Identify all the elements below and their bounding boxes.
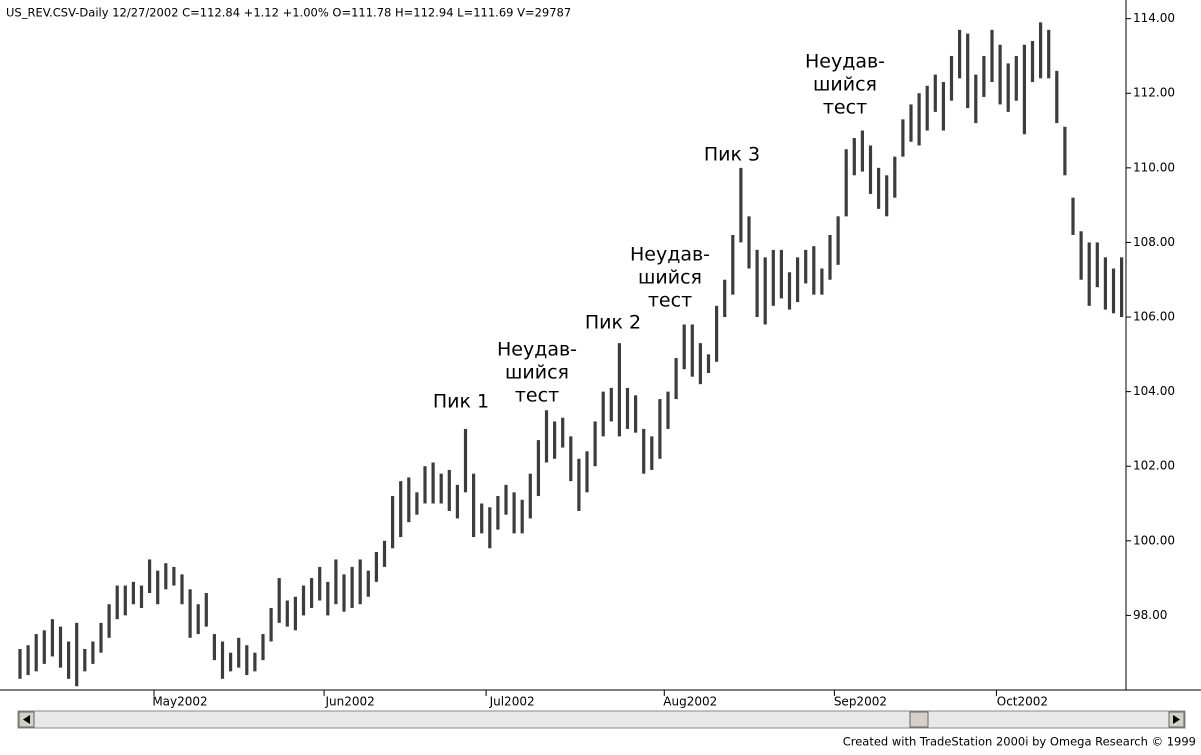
annotation: Неудав- <box>497 339 577 361</box>
x-tick-label: Jul2002 <box>489 695 535 709</box>
annotation: Неудав- <box>805 51 885 73</box>
annotation: тест <box>648 290 692 312</box>
y-tick-label: 102.00 <box>1133 459 1175 473</box>
y-tick-label: 98.00 <box>1133 608 1167 622</box>
y-tick-label: 108.00 <box>1133 235 1175 249</box>
scroll-track[interactable] <box>17 710 1186 729</box>
annotation: шийся <box>813 74 877 96</box>
annotation: Неудав- <box>630 244 710 266</box>
scrollbar[interactable] <box>17 710 1186 729</box>
annotation: Пик 2 <box>585 312 641 334</box>
y-tick-label: 104.00 <box>1133 384 1175 398</box>
annotation: Пик 3 <box>704 144 760 166</box>
arrow-left <box>23 715 30 724</box>
annotation: Пик 1 <box>433 391 489 413</box>
arrow-right <box>1173 715 1180 724</box>
x-tick-label: May2002 <box>152 695 207 709</box>
annotation: тест <box>823 97 867 119</box>
y-tick-label: 100.00 <box>1133 533 1175 547</box>
chart-title: US_REV.CSV-Daily 12/27/2002 C=112.84 +1.… <box>6 6 571 20</box>
annotation: тест <box>515 385 559 407</box>
x-tick-label: Jun2002 <box>324 695 374 709</box>
scroll-thumb[interactable] <box>909 711 929 728</box>
y-tick-label: 112.00 <box>1133 86 1175 100</box>
x-tick-label: Oct2002 <box>997 695 1048 709</box>
y-tick-label: 110.00 <box>1133 160 1175 174</box>
y-tick-label: 106.00 <box>1133 310 1175 324</box>
x-tick-label: Sep2002 <box>834 695 887 709</box>
annotation: шийся <box>638 267 702 289</box>
x-tick-label: Aug2002 <box>663 695 717 709</box>
footer: Created with TradeStation 2000i by Omega… <box>843 735 1196 749</box>
annotation: шийся <box>505 362 569 384</box>
y-tick-label: 114.00 <box>1133 11 1175 25</box>
